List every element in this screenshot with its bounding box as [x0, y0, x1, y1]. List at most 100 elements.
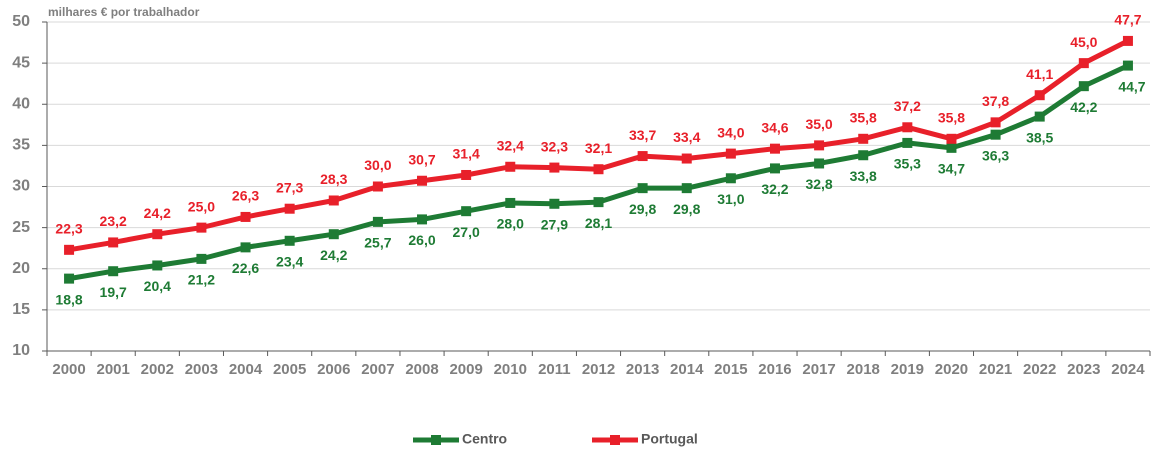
data-label: 27,0: [453, 224, 480, 240]
marker: [1122, 35, 1133, 46]
data-label: 29,8: [629, 201, 656, 217]
data-label: 35,8: [938, 109, 965, 125]
data-label: 28,0: [497, 216, 524, 232]
data-label: 30,7: [408, 151, 435, 167]
y-tick-label: 25: [12, 219, 30, 236]
y-tick-label: 35: [12, 137, 30, 154]
data-label: 27,3: [276, 179, 303, 195]
data-label: 26,0: [408, 232, 435, 248]
marker: [284, 235, 295, 246]
data-label: 33,4: [673, 129, 700, 145]
data-label: 28,3: [320, 171, 347, 187]
marker: [769, 163, 780, 174]
marker: [328, 195, 339, 206]
data-label: 23,4: [276, 253, 303, 269]
x-tick-label: 2014: [670, 361, 704, 378]
data-label: 38,5: [1026, 129, 1053, 145]
marker: [1078, 81, 1089, 92]
marker: [372, 216, 383, 227]
x-tick-label: 2011: [538, 361, 571, 378]
y-tick-label: 30: [12, 178, 30, 195]
data-label: 28,1: [585, 215, 612, 231]
y-tick-label: 20: [12, 260, 30, 277]
data-label: 32,1: [585, 140, 612, 156]
marker: [196, 253, 207, 264]
x-tick-label: 2002: [141, 361, 174, 378]
x-tick-label: 2021: [979, 361, 1012, 378]
marker: [769, 143, 780, 154]
marker: [461, 169, 472, 180]
data-label: 37,8: [982, 93, 1009, 109]
x-tick-label: 2023: [1067, 361, 1100, 378]
marker: [240, 242, 251, 253]
data-label: 37,2: [894, 98, 921, 114]
data-label: 36,3: [982, 147, 1009, 163]
marker: [1078, 58, 1089, 69]
marker: [417, 214, 428, 225]
marker: [549, 162, 560, 173]
marker: [946, 133, 957, 144]
data-label: 32,2: [761, 181, 788, 197]
x-tick-label: 2001: [96, 361, 129, 378]
data-label: 27,9: [541, 216, 568, 232]
data-label: 35,3: [894, 156, 921, 172]
data-label: 20,4: [144, 278, 171, 294]
data-label: 23,2: [100, 213, 127, 229]
marker: [725, 148, 736, 159]
data-label: 24,2: [320, 247, 347, 263]
marker: [284, 203, 295, 214]
y-tick-label: 10: [12, 342, 30, 359]
marker: [549, 198, 560, 209]
data-label: 42,2: [1070, 99, 1097, 115]
legend-label: Centro: [462, 431, 507, 447]
data-label: 18,8: [55, 291, 82, 307]
data-label: 32,4: [497, 137, 524, 153]
y-tick-label: 45: [12, 54, 30, 71]
marker: [240, 211, 251, 222]
marker: [814, 158, 825, 169]
marker: [1034, 111, 1045, 122]
marker: [64, 273, 75, 284]
x-tick-label: 2006: [317, 361, 350, 378]
marker: [858, 150, 869, 161]
marker: [152, 260, 163, 271]
marker: [108, 266, 119, 277]
marker: [152, 229, 163, 240]
marker: [637, 151, 648, 162]
marker: [593, 164, 604, 175]
marker: [681, 183, 692, 194]
marker: [505, 161, 516, 172]
data-label: 34,6: [761, 119, 788, 135]
marker: [814, 140, 825, 151]
marker: [902, 137, 913, 148]
data-label: 31,0: [717, 191, 744, 207]
x-tick-label: 2000: [52, 361, 85, 378]
y-tick-label: 50: [12, 13, 30, 30]
marker: [681, 153, 692, 164]
marker: [328, 229, 339, 240]
y-tick-label: 40: [12, 95, 30, 112]
marker: [902, 122, 913, 133]
data-label: 34,7: [938, 161, 965, 177]
marker: [372, 181, 383, 192]
y-axis-label: milhares € por trabalhador: [48, 5, 200, 19]
legend-label: Portugal: [641, 431, 698, 447]
marker: [1122, 60, 1133, 71]
data-label: 44,7: [1118, 78, 1145, 94]
data-label: 33,8: [850, 168, 877, 184]
legend-swatch-marker: [610, 435, 620, 445]
x-tick-label: 2013: [626, 361, 659, 378]
data-label: 45,0: [1070, 34, 1097, 50]
marker: [990, 117, 1001, 128]
data-label: 31,4: [453, 146, 480, 162]
x-tick-label: 2020: [935, 361, 968, 378]
marker: [461, 206, 472, 217]
data-label: 30,0: [364, 157, 391, 173]
data-label: 19,7: [100, 284, 127, 300]
data-label: 33,7: [629, 127, 656, 143]
marker: [64, 244, 75, 255]
marker: [505, 197, 516, 208]
marker: [990, 129, 1001, 140]
marker: [725, 173, 736, 184]
